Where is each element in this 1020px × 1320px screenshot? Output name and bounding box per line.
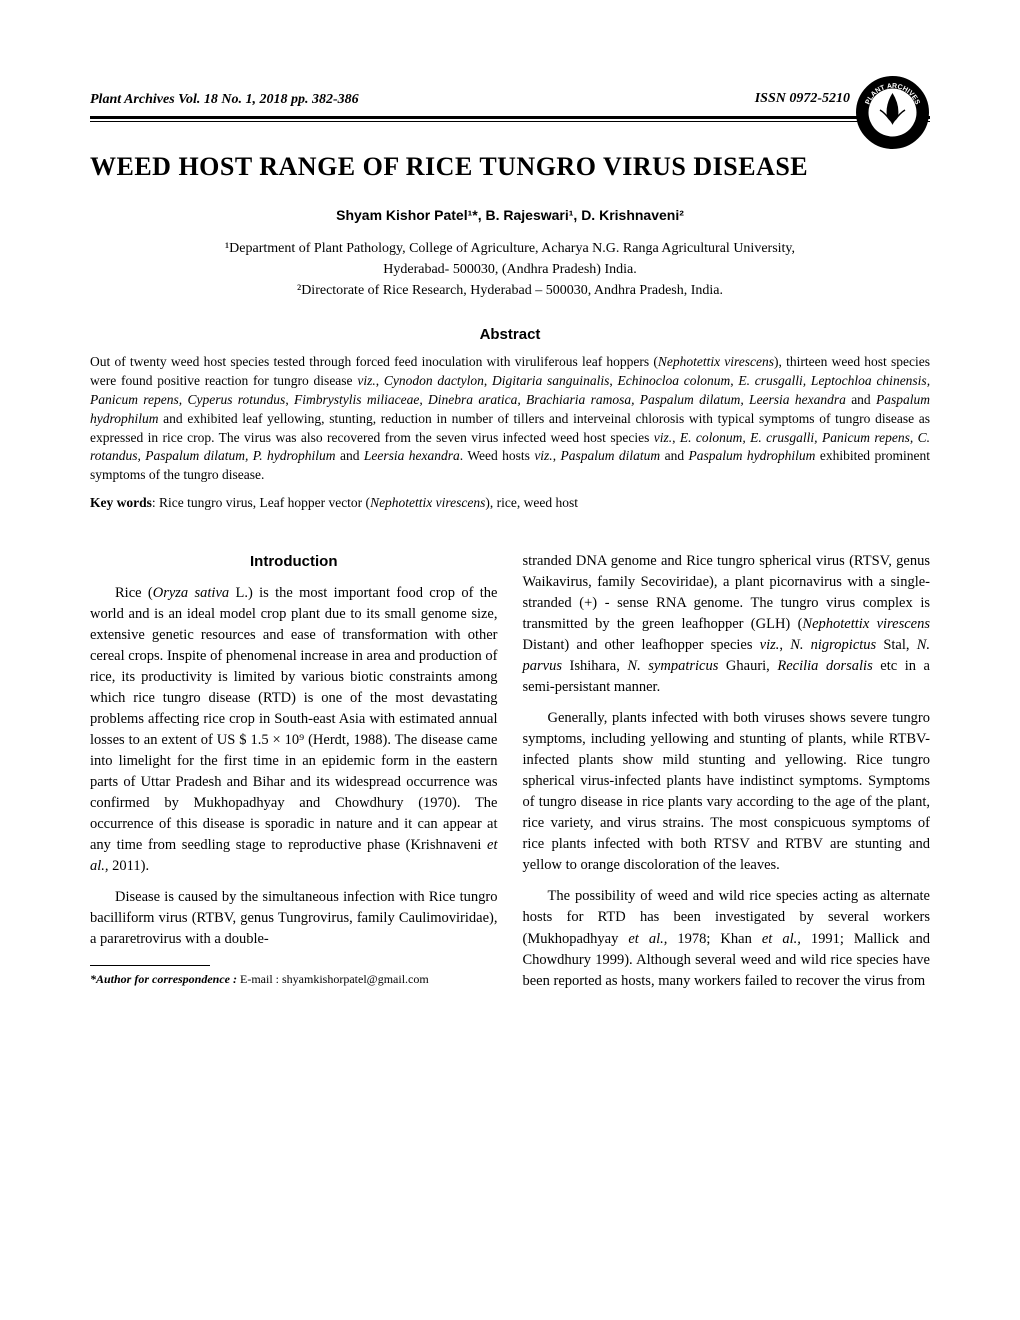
keywords-text: : Rice tungro virus, Leaf hopper vector …	[152, 495, 578, 510]
volume-info: Vol. 18 No. 1, 2018 pp. 382-386	[175, 92, 359, 107]
journal-info: Plant Archives Vol. 18 No. 1, 2018 pp. 3…	[90, 90, 359, 108]
footnote-divider	[90, 965, 210, 966]
columns-container: Introduction Rice (Oryza sativa L.) is t…	[90, 551, 930, 1001]
affiliation-1: ¹Department of Plant Pathology, College …	[90, 238, 930, 259]
footnote-text: E-mail : shyamkishorpatel@gmail.com	[237, 972, 429, 986]
affiliations: ¹Department of Plant Pathology, College …	[90, 238, 930, 301]
issn: ISSN 0972-5210	[755, 91, 850, 107]
divider-thin	[90, 121, 930, 122]
footnote: *Author for correspondence : E-mail : sh…	[90, 971, 498, 988]
journal-name: Plant Archives	[90, 92, 175, 107]
authors: Shyam Kishor Patel¹*, B. Rajeswari¹, D. …	[90, 207, 930, 223]
introduction-heading: Introduction	[90, 551, 498, 573]
col2-para-3: The possibility of weed and wild rice sp…	[523, 886, 931, 991]
affiliation-2: Hyderabad- 500030, (Andhra Pradesh) Indi…	[90, 259, 930, 280]
affiliation-3: ²Directorate of Rice Research, Hyderabad…	[90, 280, 930, 301]
footnote-label: *Author for correspondence :	[90, 972, 237, 986]
abstract-heading: Abstract	[90, 326, 930, 343]
journal-logo: PLANT ARCHIVES	[855, 75, 930, 150]
keywords-label: Key words	[90, 495, 152, 510]
column-left: Introduction Rice (Oryza sativa L.) is t…	[90, 551, 498, 1001]
col2-para-1: stranded DNA genome and Rice tungro sphe…	[523, 551, 931, 698]
intro-para-2: Disease is caused by the simultaneous in…	[90, 887, 498, 950]
abstract-text: Out of twenty weed host species tested t…	[90, 353, 930, 485]
col2-para-2: Generally, plants infected with both vir…	[523, 708, 931, 876]
keywords: Key words: Rice tungro virus, Leaf hoppe…	[90, 495, 930, 511]
article-title: WEED HOST RANGE OF RICE TUNGRO VIRUS DIS…	[90, 152, 930, 182]
column-right: stranded DNA genome and Rice tungro sphe…	[523, 551, 931, 1001]
divider-thick	[90, 116, 930, 119]
intro-para-1: Rice (Oryza sativa L.) is the most impor…	[90, 583, 498, 877]
header-row: Plant Archives Vol. 18 No. 1, 2018 pp. 3…	[90, 90, 930, 108]
